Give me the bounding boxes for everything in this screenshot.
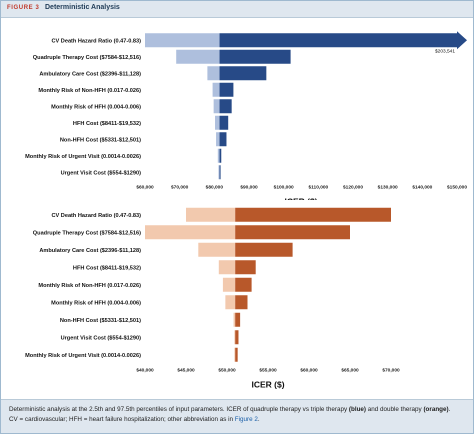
caption-blue: (blue) <box>348 406 367 413</box>
bar-high <box>235 347 238 362</box>
x-tick-label: $55,000 <box>259 368 277 374</box>
bar-low <box>225 295 236 310</box>
bar-low <box>222 277 236 292</box>
bar-low <box>207 66 220 81</box>
category-label: HFH Cost ($8411-$19,532) <box>73 121 141 127</box>
figure-title: Deterministic Analysis <box>45 4 120 11</box>
category-label: Monthly Risk of Non-HFH (0.017-0.026) <box>38 88 141 94</box>
bar-high <box>235 330 239 345</box>
figure-caption: Deterministic analysis at the 2.5th and … <box>1 399 473 433</box>
bar-low <box>212 82 220 97</box>
category-label: Non-HFH Cost ($5331-$12,501) <box>60 137 141 143</box>
bar-high <box>235 260 256 275</box>
x-tick-label: $40,000 <box>136 368 154 374</box>
bar-low <box>234 347 236 362</box>
bar-high-arrow <box>219 31 467 50</box>
category-label: Urgent Visit Cost ($554-$1290) <box>61 170 142 176</box>
x-tick-label: $80,000 <box>206 185 224 191</box>
x-tick-label: $50,000 <box>218 368 236 374</box>
category-label: Monthly Risk of Urgent Visit (0.0014-0.0… <box>25 353 141 359</box>
caption-text: Deterministic analysis at the 2.5th and … <box>9 406 349 413</box>
bar-low <box>198 242 236 257</box>
figure-header: FIGURE 3 Deterministic Analysis <box>1 1 473 18</box>
bar-low <box>176 49 220 64</box>
bar-low <box>234 330 236 345</box>
bar-low <box>213 99 220 114</box>
x-tick-label: $70,000 <box>171 185 189 191</box>
category-label: Quadruple Therapy Cost ($7584-$12,516) <box>33 230 141 236</box>
bar-low <box>233 312 236 327</box>
category-label: Monthly Risk of HFH (0.004-0.006) <box>51 104 141 110</box>
x-tick-label: $70,000 <box>382 368 400 374</box>
bar-high <box>219 66 267 81</box>
x-tick-label: $60,000 <box>300 368 318 374</box>
category-label: Non-HFH Cost ($5331-$12,501) <box>60 318 141 324</box>
category-label: CV Death Hazard Ratio (0.47-0.83) <box>51 38 141 44</box>
category-label: Urgent Visit Cost ($554-$1290) <box>61 335 142 341</box>
caption-orange: (orange) <box>423 406 449 413</box>
x-tick-label: $120,000 <box>343 185 363 191</box>
bar-high <box>219 115 229 130</box>
category-label: Ambulatory Care Cost ($2396-$11,128) <box>39 248 141 254</box>
category-label: CV Death Hazard Ratio (0.47-0.83) <box>51 213 141 219</box>
figure-2-link[interactable]: Figure 2 <box>234 415 258 423</box>
x-tick-label: $60,000 <box>136 185 154 191</box>
category-label: Monthly Risk of HFH (0.004-0.006) <box>51 300 141 306</box>
x-tick-label: $140,000 <box>412 185 432 191</box>
bar-high <box>235 295 248 310</box>
caption-text-3: . <box>448 406 451 413</box>
bar-low <box>186 207 236 222</box>
bar-low <box>218 165 220 180</box>
caption-abbreviations: CV = cardiovascular; HFH = heart failure… <box>9 415 235 423</box>
x-tick-label: $150,000 <box>447 185 467 191</box>
x-axis-title: ICER ($) <box>251 380 284 390</box>
x-tick-label: $110,000 <box>308 185 328 191</box>
bar-high <box>235 242 293 257</box>
category-label: Monthly Risk of Urgent Visit (0.0014-0.0… <box>25 154 141 160</box>
bar-high <box>219 82 234 97</box>
bar-low <box>145 33 220 48</box>
bar-low <box>217 148 220 163</box>
x-axis-title: ICER ($) <box>284 197 317 201</box>
bar-low <box>218 260 236 275</box>
category-label: HFH Cost ($8411-$19,532) <box>73 265 141 271</box>
chart-quadruple-vs-triple: CV Death Hazard Ratio (0.47-0.83) Quadrup… <box>25 31 467 201</box>
bar-high <box>235 277 252 292</box>
category-label: Monthly Risk of Non-HFH (0.017-0.026) <box>38 283 141 289</box>
category-label: Quadruple Therapy Cost ($7584-$12,516) <box>33 55 141 61</box>
bar-high <box>219 148 222 163</box>
figure-number: FIGURE 3 <box>7 5 40 11</box>
bar-low <box>145 225 236 240</box>
bar-low <box>216 132 220 147</box>
x-tick-label: $65,000 <box>341 368 359 374</box>
bar-high <box>219 165 221 180</box>
bar-high <box>235 312 241 327</box>
bar-high <box>235 207 391 222</box>
category-label: Ambulatory Care Cost ($2396-$11,128) <box>39 71 141 77</box>
x-tick-label: $45,000 <box>177 368 195 374</box>
chart-quadruple-vs-double: CV Death Hazard Ratio (0.47-0.83) Quadrup… <box>25 207 400 390</box>
caption-text-5: . <box>257 415 260 423</box>
x-tick-label: $90,000 <box>240 185 258 191</box>
x-tick-label: $100,000 <box>274 185 294 191</box>
bar-high <box>219 99 232 114</box>
caption-text-2: and double therapy <box>366 406 424 413</box>
bar-high <box>235 225 350 240</box>
bar-high <box>219 49 291 64</box>
value-annotation: $203,541 <box>435 48 455 54</box>
bar-high <box>219 132 227 147</box>
bar-low <box>215 115 220 130</box>
x-tick-label: $130,000 <box>378 185 398 191</box>
